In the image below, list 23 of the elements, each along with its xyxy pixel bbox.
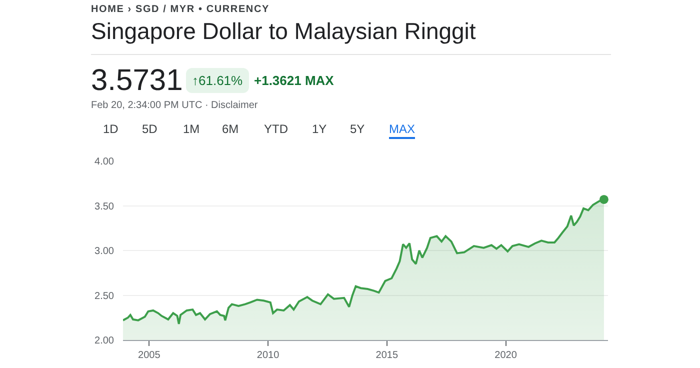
text: 6M (222, 122, 239, 136)
text: 5D (142, 122, 158, 136)
y-tick-label: 3.50 (94, 201, 114, 212)
text: MAX (389, 122, 416, 139)
text: 1M (183, 122, 200, 136)
x-tick-label: 2010 (256, 350, 280, 361)
text: Feb 20, 2:34:00 PM UTC · Disclaimer (91, 100, 258, 111)
text: 3.5731 (91, 64, 183, 98)
y-tick-label: 4.00 (94, 156, 114, 168)
text: ↑61.61% (186, 68, 249, 93)
x-tick-label: 2020 (494, 350, 518, 361)
y-tick-label: 3.00 (94, 246, 114, 257)
text: 1Y (312, 122, 327, 136)
text: 5Y (350, 122, 365, 136)
text: HOME › SGD / MYR • CURRENCY (91, 4, 270, 15)
y-tick-label: 2.50 (94, 290, 114, 302)
x-tick-label: 2005 (138, 350, 161, 361)
text: +1.3621 MAX (254, 73, 334, 88)
text: 1D (103, 122, 118, 136)
chart-title: Singapore Dollar to Malaysian Ringgit (91, 18, 476, 45)
x-tick-label: 2015 (376, 350, 398, 361)
y-tick-label: 2.00 (94, 336, 114, 346)
text: YTD (264, 122, 288, 136)
